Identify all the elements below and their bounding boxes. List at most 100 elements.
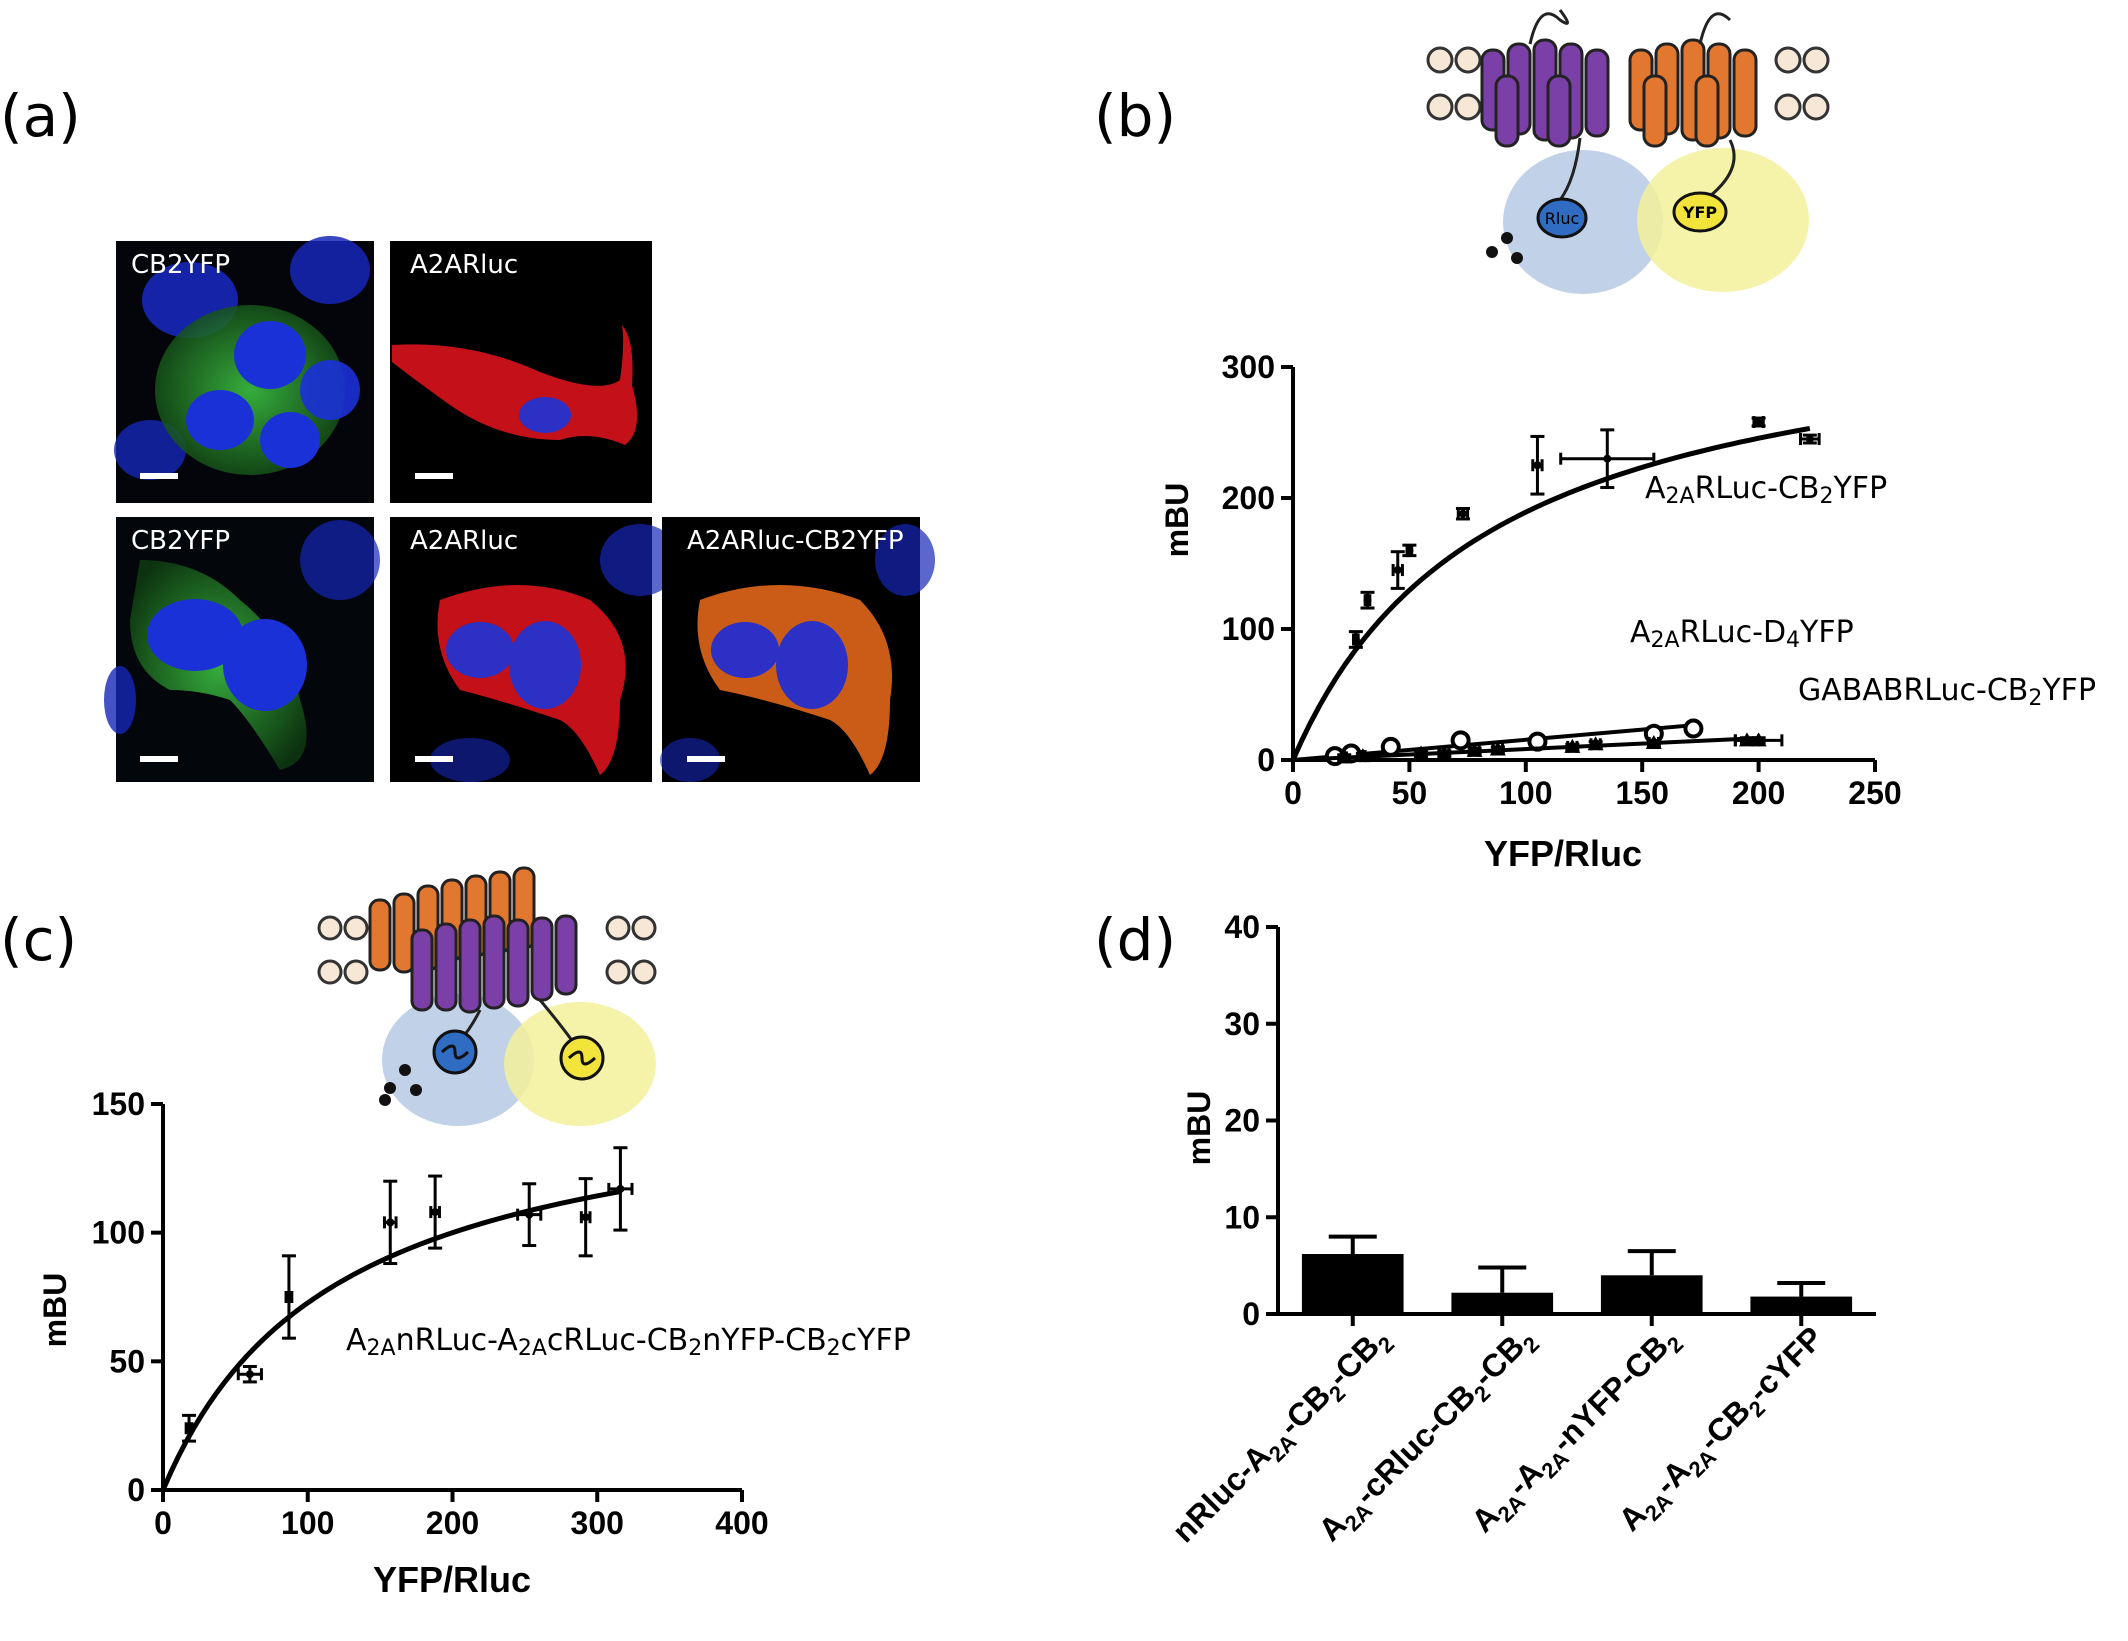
chart-c-point (581, 1213, 590, 1222)
chart-b-y-tick-label: 100 (1222, 611, 1275, 647)
micrograph-label: CB2YFP (131, 526, 230, 556)
micrograph-merge: A2ARluc-CB2YFP (660, 517, 935, 782)
chart-b-point (1603, 454, 1612, 463)
chart-c-point (284, 1293, 293, 1301)
panel-label-d: (d) (1094, 906, 1176, 974)
micrograph-cb2yfp-bottom: CB2YFP (104, 517, 380, 782)
chart-b-point (1458, 509, 1467, 518)
donor-receptor-dimer (410, 914, 578, 1014)
chart-b-y-tick-label: 300 (1222, 349, 1275, 385)
chart-c-x-tick-label: 200 (426, 1505, 479, 1541)
chart-b-point (1683, 718, 1704, 739)
chart-d-bar (1600, 1275, 1703, 1314)
chart-c-xlabel: YFP/Rluc (373, 1559, 531, 1600)
chart-b-point (1336, 749, 1353, 764)
chart-b-point (1805, 435, 1814, 444)
chart-b-fit-line (1292, 736, 1759, 762)
membrane-lipids (317, 915, 657, 985)
chart-b-point (1363, 596, 1372, 605)
chart-b-point (1393, 566, 1402, 575)
chart-d: mBU nRluc-A2A-CB2-CB2 A2A-cRluc-CB2-CB2 … (1165, 909, 1876, 1554)
chart-c-point (386, 1218, 395, 1227)
micrograph-label: A2ARluc-CB2YFP (687, 526, 904, 556)
chart-c-y-tick-label: 0 (127, 1472, 145, 1508)
panel-label-c: (c) (0, 906, 77, 974)
chart-c-ylabel: mBU (37, 1273, 73, 1348)
chart-d-ylabel: mBU (1181, 1091, 1217, 1166)
chart-d-y-tick-label: 30 (1224, 1006, 1260, 1042)
chart-d-bar (1301, 1254, 1404, 1314)
membrane-lipids (1426, 46, 1830, 121)
chart-b-point (1413, 745, 1430, 760)
chart-b-point (1466, 742, 1483, 757)
micrograph-grid: CB2YFP A2ARluc CB2YFP (104, 236, 935, 782)
chart-b-x-tick-label: 50 (1392, 775, 1428, 811)
chart-c-point (431, 1208, 440, 1217)
chart-c-point (616, 1184, 625, 1193)
yfp-tag (1672, 191, 1728, 233)
chart-d-y-tick-label: 10 (1224, 1199, 1260, 1235)
chart-b-point (1351, 635, 1360, 644)
chart-c-x-tick-label: 100 (281, 1505, 334, 1541)
chart-b-xlabel: YFP/Rluc (1484, 833, 1642, 874)
micrograph-a2arluc-bottom: A2ARluc (390, 517, 680, 782)
bret-schematic-c (317, 866, 657, 1126)
chart-b-point (1436, 745, 1453, 760)
chart-d-category-labels: nRluc-A2A-CB2-CB2 A2A-cRluc-CB2-CB2 A2A-… (1165, 1319, 1834, 1553)
chart-b-point (1564, 738, 1581, 753)
donor-receptor (1480, 38, 1610, 148)
chart-b-x-tick-label: 200 (1732, 775, 1785, 811)
chart-c-point (185, 1424, 194, 1433)
chart-b-y-tick-label: 200 (1222, 480, 1275, 516)
chart-d-bar (1750, 1296, 1853, 1314)
chart-b-y-tick-label: 0 (1257, 742, 1275, 778)
chart-b-point (1405, 546, 1414, 555)
chart-c: mBU YFP/Rluc A2AnRLuc-A2AcRLuc-CB2nYFP-C… (37, 1086, 911, 1600)
chart-b-point (1450, 730, 1471, 751)
micrograph-label: A2ARluc (410, 526, 518, 556)
bret-schematic-b: Rluc YFP (1426, 9, 1830, 294)
chart-b-x-tick-label: 250 (1848, 775, 1901, 811)
chart-c-y-tick-label: 100 (92, 1215, 145, 1251)
chart-b-point (1533, 461, 1542, 470)
chart-b-series-label-2: A2ARLuc-D4YFP (1630, 615, 1854, 653)
micrograph-label: A2ARluc (410, 250, 518, 280)
acceptor-receptor (1628, 38, 1758, 148)
chart-d-y-tick-label: 20 (1224, 1103, 1260, 1139)
chart-d-y-tick-label: 0 (1242, 1296, 1260, 1332)
chart-d-y-tick-label: 40 (1224, 909, 1260, 945)
chart-b-point (1354, 748, 1371, 763)
micrograph-label: CB2YFP (131, 250, 230, 280)
panel-label-a: (a) (0, 82, 81, 150)
yfp-tag-label: YFP (1682, 203, 1718, 222)
chart-c-x-tick-label: 300 (571, 1505, 624, 1541)
chart-b-series-label-1: A2ARLuc-CB2YFP (1645, 471, 1887, 509)
chart-b-point (1645, 734, 1662, 749)
chart-b-point (1587, 736, 1604, 751)
chart-b: mBU YFP/Rluc A2ARLuc-CB2YFP A2ARLuc-D4YF… (1159, 349, 2096, 874)
micrograph-a2arluc-top: A2ARluc (390, 241, 652, 503)
chart-c-x-tick-label: 0 (154, 1505, 172, 1541)
chart-b-fit-line (1290, 425, 1811, 762)
chart-c-y-tick-label: 150 (92, 1086, 145, 1122)
rluc-tag-label: Rluc (1545, 209, 1580, 228)
chart-c-point (525, 1210, 534, 1219)
chart-b-point (1754, 418, 1763, 427)
chart-c-x-tick-label: 400 (715, 1505, 768, 1541)
micrograph-cb2yfp-top: CB2YFP (114, 236, 374, 503)
chart-b-x-tick-label: 0 (1284, 775, 1302, 811)
chart-d-bar (1451, 1292, 1554, 1314)
chart-b-point (1489, 741, 1506, 756)
chart-b-x-tick-label: 100 (1499, 775, 1552, 811)
chart-c-y-tick-label: 50 (109, 1343, 145, 1379)
chart-b-point (1380, 736, 1401, 757)
chart-b-point (1750, 732, 1767, 747)
rluc-tag (1536, 197, 1588, 239)
panel-label-b: (b) (1094, 82, 1176, 150)
chart-c-series-label: A2AnRLuc-A2AcRLuc-CB2nYFP-CB2cYFP (346, 1323, 911, 1361)
chart-b-series-label-3: GABABRLuc-CB2YFP (1798, 673, 2096, 711)
chart-b-x-tick-label: 150 (1616, 775, 1669, 811)
chart-c-point (245, 1370, 254, 1379)
chart-b-ylabel: mBU (1159, 483, 1195, 558)
